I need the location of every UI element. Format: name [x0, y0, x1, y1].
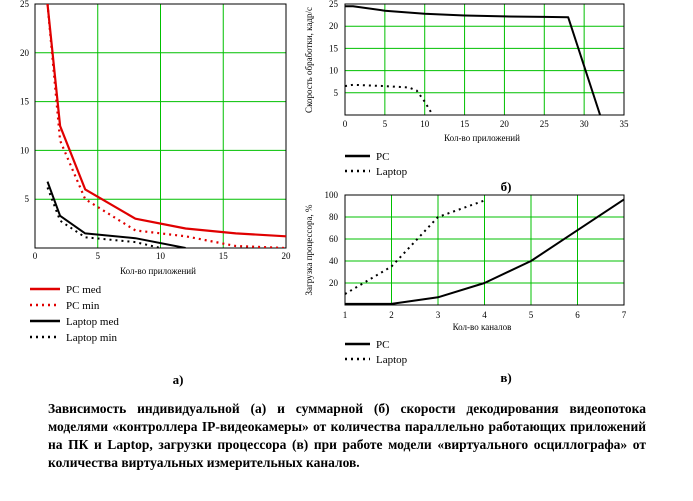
chart1-series-line-laptop-med: [46, 181, 186, 248]
chart3-x-tick-label: 2: [389, 310, 394, 320]
chart3-x-tick-label: 4: [482, 310, 487, 320]
chart2-legend-label-laptop: Laptop: [376, 166, 408, 178]
chart1-series-line-pc-min: [46, 4, 286, 248]
chart1-x-tick-label: 5: [96, 251, 101, 261]
chart3-y-tick-label: 40: [329, 256, 339, 266]
chart1-y-tick-label: 15: [20, 97, 30, 107]
chart3-y-tick-label: 20: [329, 278, 339, 288]
chart1-y-tick-label: 5: [25, 194, 30, 204]
chart2-x-tick-label: 10: [420, 119, 430, 129]
chart3-x-tick-label: 3: [436, 310, 441, 320]
chart3-legend-label-pc: PC: [376, 339, 389, 351]
chart1-legend-label-pc-med: PC med: [66, 284, 102, 296]
figure-caption: Зависимость индивидуальной (а) и суммарн…: [48, 401, 646, 470]
chart2-y-tick-label: 20: [329, 21, 339, 31]
chart3-series-line-laptop: [345, 199, 485, 295]
chart3-series-line-pc: [345, 198, 624, 305]
chart2-series-line-pc: [345, 5, 602, 115]
chart1-legend-label-laptop-med: Laptop med: [66, 316, 119, 328]
chart1-series-line-pc-med: [46, 4, 286, 238]
chart2-x-tick-label: 30: [580, 119, 590, 129]
chart3-y-tick-label: 100: [325, 190, 339, 200]
chart3-x-tick-label: 6: [575, 310, 580, 320]
chart3-x-tick-label: 7: [622, 310, 627, 320]
chart2-y-tick-label: 5: [334, 88, 339, 98]
chart1-legend-label-pc-min: PC min: [66, 300, 100, 312]
chart2-x-tick-label: 0: [343, 119, 348, 129]
chart1-panel-label: а): [173, 372, 184, 387]
chart3-x-tick-label: 1: [343, 310, 348, 320]
chart3-panel-label: в): [500, 370, 511, 385]
chart2-y-axis-label: Скорость обработки, кадр/с: [304, 7, 314, 113]
chart2-series-line-laptop: [345, 83, 434, 115]
chart2-x-tick-label: 35: [620, 119, 630, 129]
chart2-y-tick-label: 15: [329, 43, 339, 53]
chart2-plot-frame: [344, 3, 625, 116]
chart2-legend-label-pc: PC: [376, 151, 389, 163]
chart2-x-axis-label: Кол-во приложений: [444, 133, 520, 143]
chart2-panel-label: б): [501, 179, 512, 194]
chart3-y-tick-label: 80: [329, 212, 339, 222]
chart1-legend-label-laptop-min: Laptop min: [66, 332, 118, 344]
chart3-y-axis-label: Загрузка процессора, %: [304, 204, 314, 295]
chart2-y-tick-label: 25: [329, 0, 339, 9]
chart2-x-tick-label: 20: [500, 119, 510, 129]
chart1-x-tick-label: 0: [33, 251, 38, 261]
chart1-x-tick-label: 15: [219, 251, 229, 261]
chart2-x-tick-label: 15: [460, 119, 470, 129]
chart1-plot-frame: [34, 3, 287, 249]
chart1-x-axis-label: Кол-во приложений: [120, 266, 196, 276]
chart3-plot-frame: [344, 194, 625, 306]
chart3-x-axis-label: Кол-во каналов: [453, 322, 512, 332]
chart3-legend-label-laptop: Laptop: [376, 354, 408, 366]
chart2-x-tick-label: 5: [383, 119, 388, 129]
chart1-x-tick-label: 10: [156, 251, 166, 261]
chart1-y-tick-label: 25: [20, 0, 30, 9]
chart1-y-tick-label: 10: [20, 145, 30, 155]
chart3-x-tick-label: 5: [529, 310, 534, 320]
chart1-x-tick-label: 20: [282, 251, 292, 261]
chart1-y-tick-label: 20: [20, 48, 30, 58]
chart3-y-tick-label: 60: [329, 234, 339, 244]
chart2-y-tick-label: 10: [329, 66, 339, 76]
chart2-x-tick-label: 25: [540, 119, 550, 129]
